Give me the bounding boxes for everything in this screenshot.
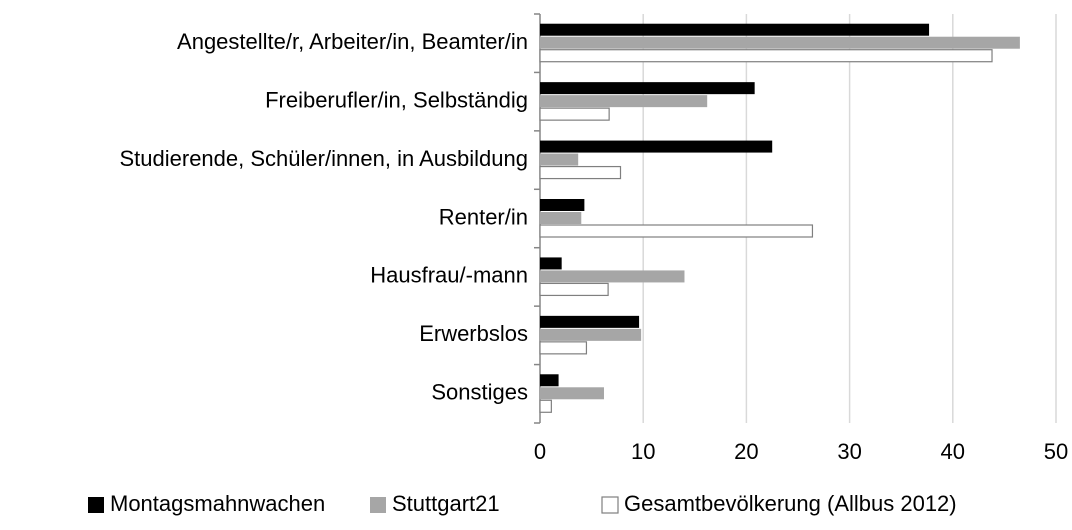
bar (539, 224, 814, 238)
bar (540, 153, 579, 166)
y-tick-label: Sonstiges (431, 380, 528, 405)
bar (540, 387, 604, 400)
legend-swatch (601, 496, 619, 514)
y-tick-label: Renter/in (439, 204, 528, 229)
bar (540, 199, 585, 211)
bar (539, 341, 588, 355)
bar (540, 270, 685, 283)
bar (539, 49, 993, 63)
x-tick-label: 20 (734, 439, 758, 464)
y-tick-label: Hausfrau/-mann (370, 263, 528, 288)
bar (539, 165, 622, 180)
bar (540, 257, 562, 270)
bar (540, 36, 1020, 49)
x-tick-label: 40 (941, 439, 965, 464)
bar (540, 23, 930, 36)
bar (540, 328, 642, 341)
bar (539, 107, 610, 121)
y-tick-label: Studierende, Schüler/innen, in Ausbildun… (119, 146, 528, 171)
y-tick-label: Freiberufler/in, Selbständig (265, 87, 528, 112)
legend-label: Gesamtbevölkerung (Allbus 2012) (624, 491, 957, 516)
bar (540, 82, 755, 95)
legend-label: Montagsmahnwachen (110, 491, 325, 516)
y-tick-label: Erwerbslos (419, 321, 528, 346)
bar (540, 95, 708, 108)
x-tick-label: 0 (534, 439, 546, 464)
legend-label: Stuttgart21 (392, 491, 500, 516)
bar (540, 374, 559, 387)
bar (540, 315, 640, 328)
y-tick-label: Angestellte/r, Arbeiter/in, Beamter/in (177, 29, 528, 54)
x-tick-label: 10 (631, 439, 655, 464)
bar (539, 399, 552, 413)
bar (540, 212, 582, 224)
bar (540, 140, 773, 153)
legend-swatch (88, 497, 104, 513)
x-tick-label: 50 (1044, 439, 1068, 464)
legend-swatch (370, 497, 386, 513)
x-tick-label: 30 (837, 439, 861, 464)
bar (539, 282, 609, 297)
